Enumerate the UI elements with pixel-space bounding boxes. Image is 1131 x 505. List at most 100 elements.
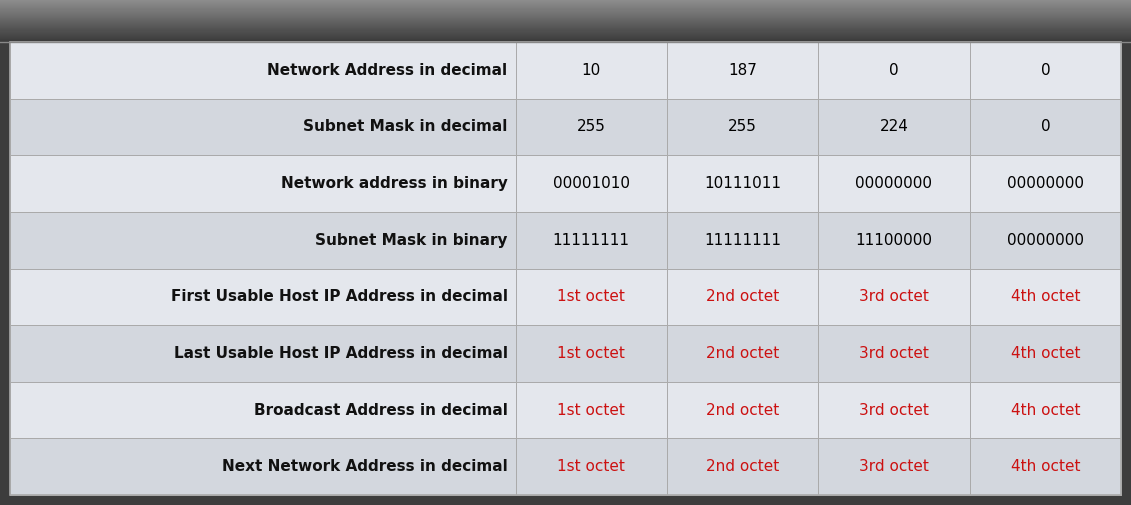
Text: 00000000: 00000000 — [855, 176, 932, 191]
Bar — [0, 4, 1131, 5]
Bar — [516, 325, 667, 382]
Bar — [0, 38, 1131, 39]
Bar — [0, 36, 1131, 37]
Bar — [0, 19, 1131, 20]
Bar — [0, 22, 1131, 23]
Bar — [0, 9, 1131, 10]
Text: Network Address in decimal: Network Address in decimal — [267, 63, 508, 78]
Bar — [516, 382, 667, 438]
Text: 3rd octet: 3rd octet — [860, 289, 929, 305]
Text: 4th octet: 4th octet — [1011, 402, 1080, 418]
Text: 00001010: 00001010 — [553, 176, 630, 191]
Bar — [0, 40, 1131, 41]
Bar — [10, 212, 516, 269]
Bar — [10, 382, 516, 438]
Bar — [818, 325, 969, 382]
Bar — [0, 17, 1131, 18]
Text: 1st octet: 1st octet — [558, 402, 625, 418]
Text: 0: 0 — [1041, 120, 1050, 134]
Bar — [516, 212, 667, 269]
Bar — [516, 269, 667, 325]
Bar — [10, 438, 516, 495]
Text: 10111011: 10111011 — [705, 176, 782, 191]
Bar — [10, 42, 1121, 495]
Bar — [969, 325, 1121, 382]
Bar — [818, 269, 969, 325]
Text: 11111111: 11111111 — [705, 233, 782, 247]
Bar — [969, 382, 1121, 438]
Text: Broadcast Address in decimal: Broadcast Address in decimal — [253, 402, 508, 418]
Bar — [0, 30, 1131, 31]
Text: 00000000: 00000000 — [1007, 233, 1083, 247]
Bar — [0, 24, 1131, 25]
Text: 255: 255 — [728, 120, 757, 134]
Text: 2nd octet: 2nd octet — [706, 346, 779, 361]
Bar — [969, 212, 1121, 269]
Text: Network address in binary: Network address in binary — [280, 176, 508, 191]
Bar — [0, 5, 1131, 6]
Bar — [0, 0, 1131, 1]
Bar — [0, 12, 1131, 13]
Bar — [0, 26, 1131, 27]
Bar — [0, 6, 1131, 8]
Text: 1st octet: 1st octet — [558, 289, 625, 305]
Bar — [667, 212, 818, 269]
Bar — [10, 325, 516, 382]
Text: 10: 10 — [581, 63, 601, 78]
Text: Last Usable Host IP Address in decimal: Last Usable Host IP Address in decimal — [173, 346, 508, 361]
Bar — [0, 11, 1131, 12]
Bar — [969, 269, 1121, 325]
Bar — [516, 42, 667, 98]
Text: 1st octet: 1st octet — [558, 459, 625, 474]
Bar — [0, 8, 1131, 9]
Bar — [10, 155, 516, 212]
Bar — [0, 23, 1131, 24]
Bar — [0, 41, 1131, 42]
Text: First Usable Host IP Address in decimal: First Usable Host IP Address in decimal — [171, 289, 508, 305]
Bar — [667, 325, 818, 382]
Text: Subnet Mask in decimal: Subnet Mask in decimal — [303, 120, 508, 134]
Bar — [667, 155, 818, 212]
Bar — [818, 438, 969, 495]
Bar — [0, 32, 1131, 34]
Bar — [0, 37, 1131, 38]
Bar — [818, 155, 969, 212]
Text: 3rd octet: 3rd octet — [860, 346, 929, 361]
Bar — [818, 382, 969, 438]
Bar — [10, 42, 516, 98]
Bar — [667, 269, 818, 325]
Bar — [0, 13, 1131, 14]
Bar — [969, 438, 1121, 495]
Bar — [0, 27, 1131, 28]
Bar — [0, 18, 1131, 19]
Bar — [10, 98, 516, 155]
Bar — [818, 42, 969, 98]
Bar — [969, 155, 1121, 212]
Text: 4th octet: 4th octet — [1011, 459, 1080, 474]
Bar — [969, 42, 1121, 98]
Bar — [0, 15, 1131, 16]
Text: 3rd octet: 3rd octet — [860, 402, 929, 418]
Text: 00000000: 00000000 — [1007, 176, 1083, 191]
Bar — [0, 34, 1131, 35]
Bar — [969, 98, 1121, 155]
Bar — [0, 29, 1131, 30]
Bar — [667, 438, 818, 495]
Bar — [667, 42, 818, 98]
Text: 3rd octet: 3rd octet — [860, 459, 929, 474]
Bar — [0, 10, 1131, 11]
Text: 0: 0 — [1041, 63, 1050, 78]
Bar — [0, 35, 1131, 36]
Bar — [0, 3, 1131, 4]
Text: 2nd octet: 2nd octet — [706, 402, 779, 418]
Bar — [0, 31, 1131, 32]
Bar — [818, 212, 969, 269]
Text: 4th octet: 4th octet — [1011, 346, 1080, 361]
Text: 255: 255 — [577, 120, 605, 134]
Bar — [0, 28, 1131, 29]
Bar — [818, 98, 969, 155]
Text: 1st octet: 1st octet — [558, 346, 625, 361]
Text: Next Network Address in decimal: Next Network Address in decimal — [222, 459, 508, 474]
Bar — [0, 14, 1131, 15]
Bar — [516, 155, 667, 212]
